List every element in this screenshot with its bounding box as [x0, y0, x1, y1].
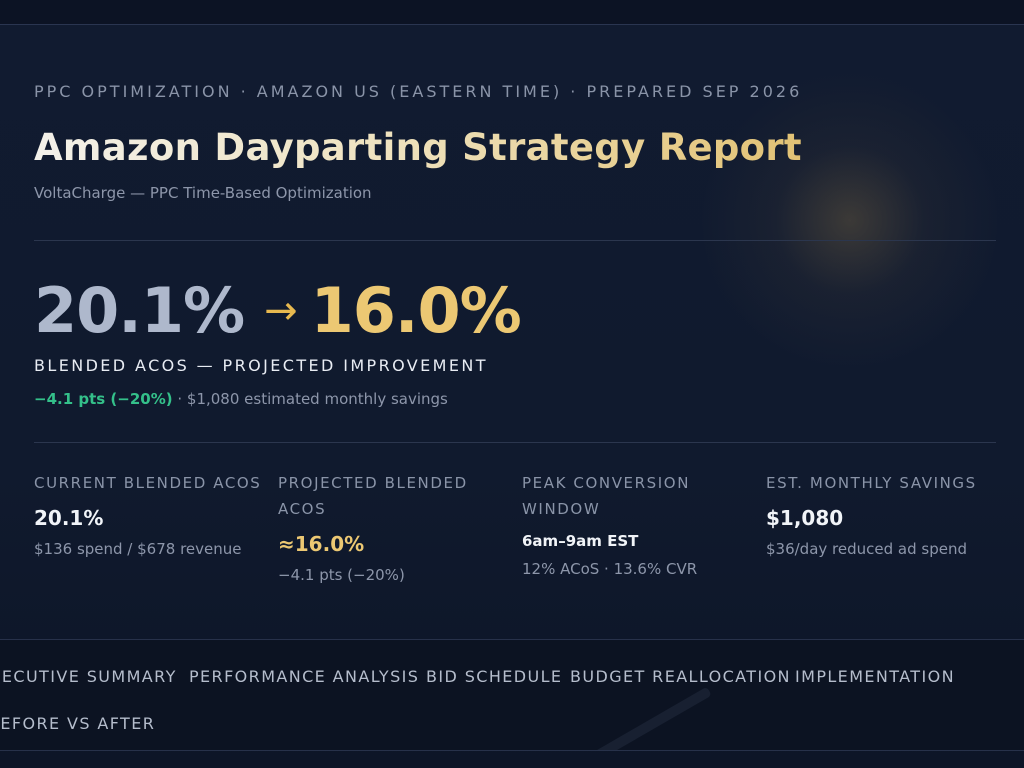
hero-subtext: −4.1 pts (−20%) · $1,080 estimated month… [34, 390, 448, 408]
stat-value: 20.1% [34, 506, 104, 530]
decorative-stroke [568, 686, 712, 750]
stat-projected-acos: PROJECTED BLENDED ACOS ≈16.0% −4.1 pts (… [278, 470, 478, 584]
page-title: Amazon Dayparting Strategy Report [34, 126, 802, 169]
current-acos-value: 20.1% [34, 274, 245, 347]
stat-current-acos: CURRENT BLENDED ACOS 20.1% $136 spend / … [34, 470, 264, 558]
divider [34, 442, 996, 443]
stat-note: $136 spend / $678 revenue [34, 540, 242, 558]
stat-label: CURRENT BLENDED ACOS [34, 474, 262, 492]
stat-note: −4.1 pts (−20%) [278, 566, 405, 584]
stat-value: 6am–9am EST [522, 532, 639, 550]
stat-label: PEAK CONVERSION WINDOW [522, 474, 691, 518]
acos-delta: −4.1 pts (−20%) [34, 390, 173, 408]
stat-note: $36/day reduced ad spend [766, 540, 967, 558]
arrow-right-icon: → [264, 288, 298, 334]
hero-label: BLENDED ACOS — PROJECTED IMPROVEMENT [34, 356, 488, 375]
nav-item-performance-analysis[interactable]: PERFORMANCE ANALYSIS [189, 667, 420, 686]
stat-label: PROJECTED BLENDED ACOS [278, 474, 468, 518]
nav-item-implementation[interactable]: IMPLEMENTATION [795, 667, 955, 686]
acos-hero: 20.1% → 16.0% [34, 274, 522, 354]
stat-peak-window: PEAK CONVERSION WINDOW 6am–9am EST 12% A… [522, 470, 722, 578]
stat-value: ≈16.0% [278, 532, 365, 556]
report-eyebrow: PPC OPTIMIZATION · AMAZON US (EASTERN TI… [34, 82, 803, 101]
nav-item-before-vs-after[interactable]: BEFORE VS AFTER [0, 714, 156, 733]
divider [34, 240, 996, 241]
projected-acos-value: 16.0% [310, 274, 522, 347]
section-nav: EXECUTIVE SUMMARY PERFORMANCE ANALYSIS B… [0, 639, 1024, 751]
stat-note: 12% ACoS · 13.6% CVR [522, 560, 698, 578]
stat-label: EST. MONTHLY SAVINGS [766, 474, 977, 492]
nav-item-budget-reallocation[interactable]: BUDGET REALLOCATION [570, 667, 791, 686]
stat-value: $1,080 [766, 506, 844, 530]
savings-note: · $1,080 estimated monthly savings [172, 390, 448, 408]
page-subtitle: VoltaCharge — PPC Time-Based Optimizatio… [34, 184, 372, 202]
stat-monthly-savings: EST. MONTHLY SAVINGS $1,080 $36/day redu… [766, 470, 996, 558]
background-glow [700, 70, 1000, 370]
nav-item-executive-summary[interactable]: EXECUTIVE SUMMARY [0, 667, 177, 686]
nav-item-bid-schedule[interactable]: BID SCHEDULE [426, 667, 563, 686]
top-bar [0, 0, 1024, 25]
